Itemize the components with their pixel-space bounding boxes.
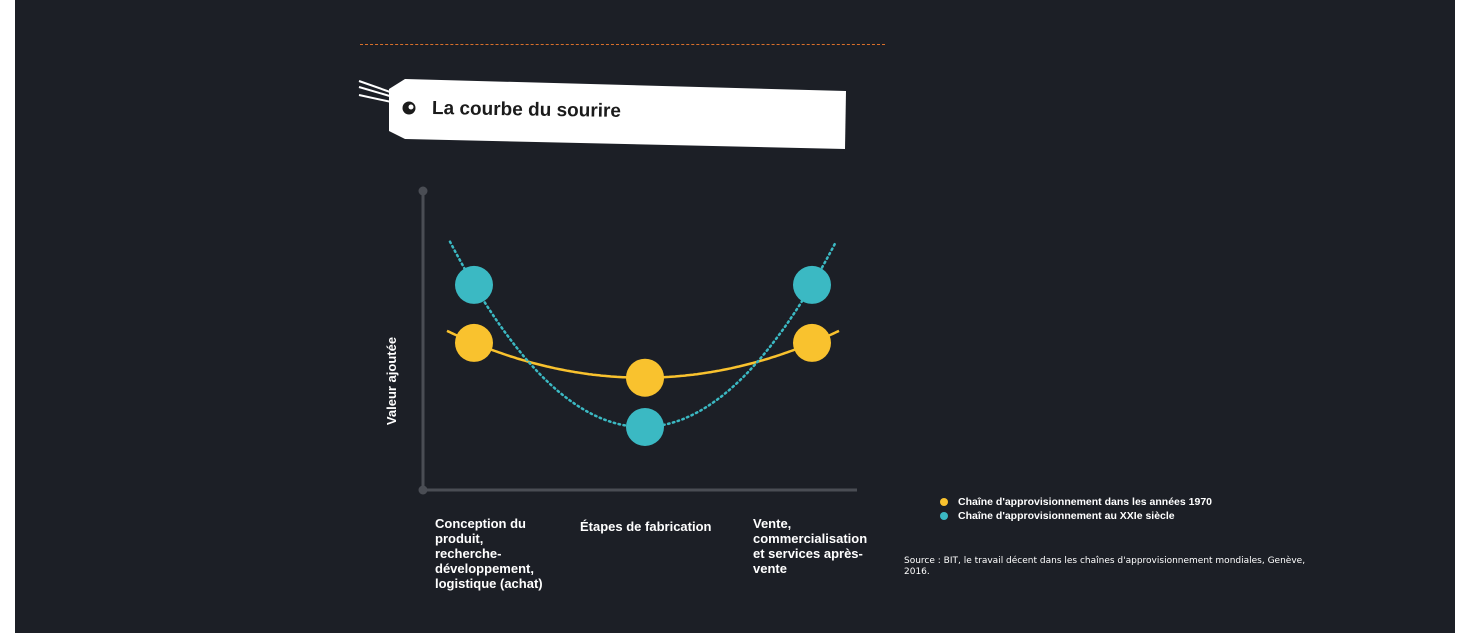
- y-axis-end: [418, 186, 428, 196]
- data-point: [455, 265, 493, 304]
- legend-swatch: [940, 498, 948, 506]
- y-axis-label: Valeur ajoutée: [384, 337, 399, 425]
- series-curves: [446, 240, 840, 429]
- smile-curve-chart: Valeur ajoutée: [384, 186, 857, 495]
- axis-origin: [418, 485, 428, 495]
- data-point: [455, 323, 493, 362]
- data-point: [793, 323, 831, 362]
- infographic-frame: La courbe du sourire Valeur ajoutée Conc…: [15, 0, 1455, 633]
- legend-item: Chaîne d'approvisionnement dans les anné…: [940, 495, 1212, 509]
- series-line: [448, 240, 838, 429]
- x-tick-label: Conception du produit, recherche-dévelop…: [435, 516, 543, 591]
- source-note: Source : BIT, le travail décent dans les…: [904, 556, 1306, 577]
- legend: Chaîne d'approvisionnement dans les anné…: [940, 495, 1212, 523]
- data-point: [626, 358, 664, 397]
- legend-item: Chaîne d'approvisionnement au XXIe siècl…: [940, 509, 1212, 523]
- x-tick-label: Étapes de fabrication: [580, 519, 712, 534]
- axes: Valeur ajoutée: [384, 186, 857, 495]
- legend-swatch: [940, 512, 948, 520]
- x-tick-label: Vente, commercialisation et services apr…: [753, 516, 868, 576]
- data-point: [626, 408, 664, 446]
- legend-label: Chaîne d'approvisionnement au XXIe siècl…: [958, 510, 1175, 522]
- data-point: [793, 265, 831, 304]
- legend-label: Chaîne d'approvisionnement dans les anné…: [958, 496, 1212, 508]
- decorative-dashed-line: [360, 44, 885, 45]
- series-markers: [455, 265, 831, 446]
- title-tag: [358, 79, 846, 149]
